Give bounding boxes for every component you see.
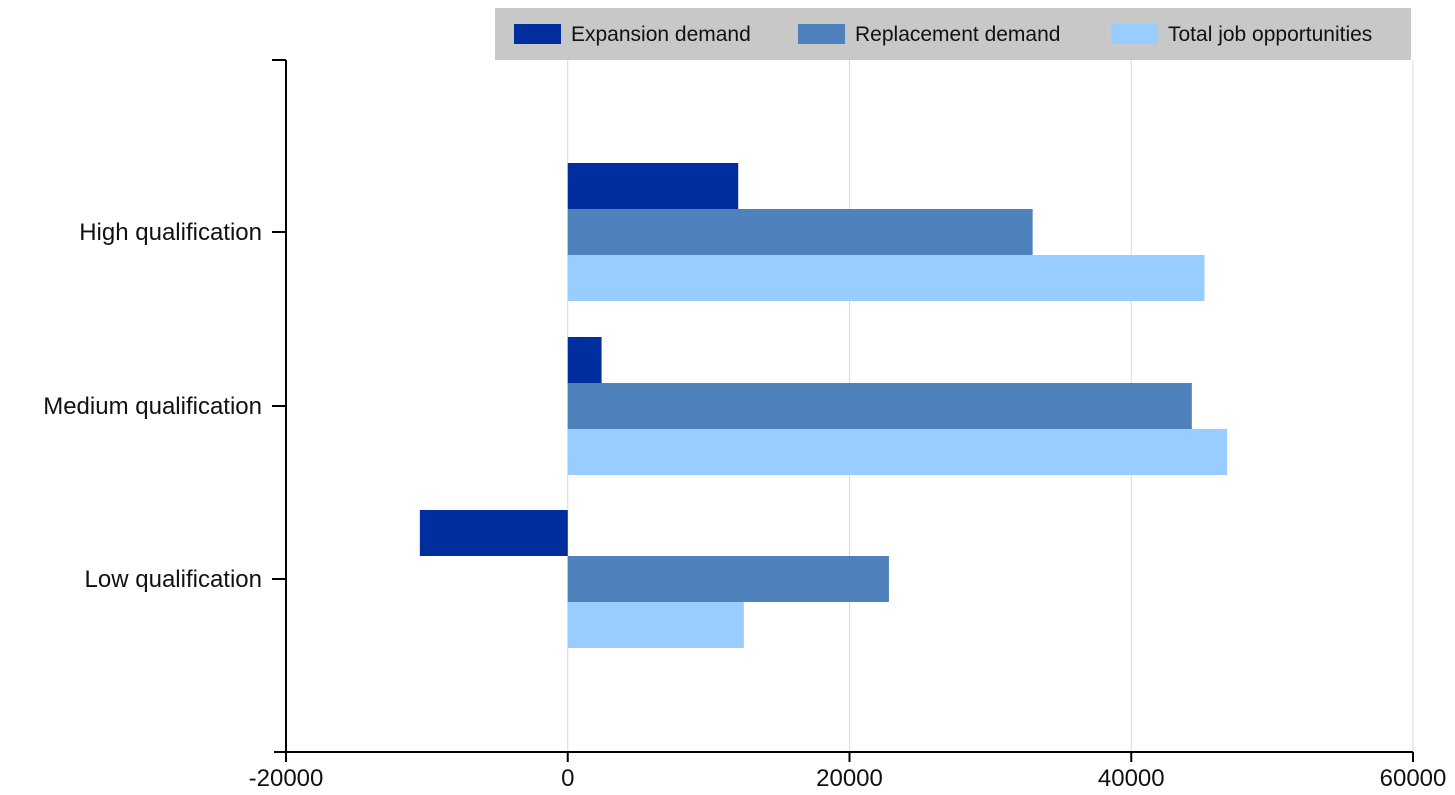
- bar-high-qualification-replacement-demand: [567, 209, 1033, 255]
- legend-label-2: Total job opportunities: [1168, 23, 1372, 46]
- x-tick-label-0: -20000: [249, 765, 324, 792]
- legend-swatch-1: [798, 24, 845, 44]
- bar-medium-qualification-total-job-opportunities: [567, 429, 1228, 475]
- y-axis-ticks: High qualification Medium qualification Lo…: [43, 59, 286, 593]
- bar-high-qualification-expansion-demand: [567, 163, 739, 209]
- bar-medium-qualification-replacement-demand: [567, 383, 1192, 429]
- y-tick-label-1: Medium qualification: [43, 393, 262, 420]
- y-tick-label-2: Low qualification: [85, 566, 262, 593]
- x-tick-label-1: 0: [561, 765, 574, 792]
- legend-swatch-0: [514, 24, 561, 44]
- x-axis-ticks: -20000 0 20000 40000 60000: [249, 752, 1447, 792]
- legend-label-0: Expansion demand: [571, 23, 751, 46]
- x-tick-label-4: 60000: [1380, 765, 1447, 792]
- legend-swatch-2: [1111, 24, 1158, 44]
- bars: [419, 163, 1228, 648]
- bar-low-qualification-expansion-demand: [419, 510, 568, 556]
- legend-label-1: Replacement demand: [855, 23, 1060, 46]
- x-tick-label-2: 20000: [816, 765, 883, 792]
- bar-low-qualification-total-job-opportunities: [567, 602, 744, 648]
- bar-medium-qualification-expansion-demand: [567, 337, 602, 383]
- bar-high-qualification-total-job-opportunities: [567, 255, 1205, 301]
- legend-background: [495, 8, 1411, 60]
- y-tick-label-0: High qualification: [79, 219, 262, 246]
- legend: Expansion demand Replacement demand Total …: [495, 8, 1411, 60]
- bar-low-qualification-replacement-demand: [567, 556, 889, 602]
- x-tick-label-3: 40000: [1098, 765, 1165, 792]
